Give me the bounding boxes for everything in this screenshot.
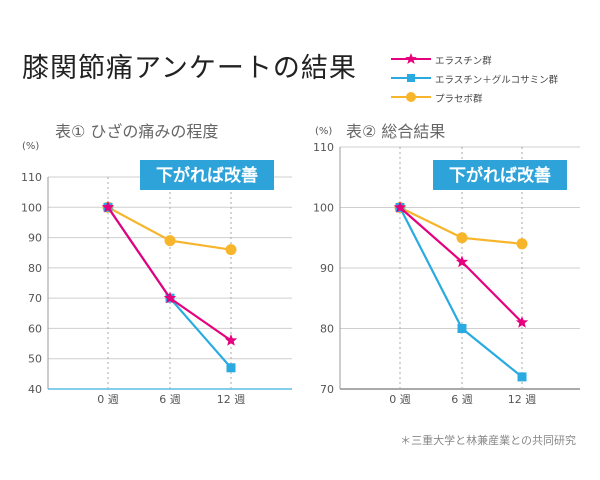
data-point [224, 334, 238, 346]
data-point [516, 238, 528, 250]
y-tick-label: 70 [28, 292, 42, 305]
data-point [456, 232, 468, 244]
y-tick-label: 80 [320, 323, 334, 336]
data-point [226, 363, 236, 373]
data-point [515, 315, 529, 328]
y-tick-label: 100 [21, 201, 42, 214]
y-tick-label: 40 [28, 383, 42, 396]
data-point [101, 200, 115, 213]
square-marker-icon [391, 74, 431, 82]
y-tick-label: 110 [21, 171, 42, 184]
improvement-banner-text: 下がれば改善 [156, 165, 258, 186]
x-tick-label: 0 週 [389, 393, 411, 406]
data-point [164, 235, 176, 247]
legend-label: プラセボ群 [435, 94, 483, 105]
x-tick-label: 6 週 [451, 393, 473, 406]
data-point [225, 244, 237, 256]
legend: エラスチン群 エラスチン＋グルコサミン群 プラセボ群 [391, 50, 596, 107]
legend-item-placebo: プラセボ群 [391, 88, 596, 107]
improvement-banner [433, 160, 567, 190]
data-point [393, 201, 407, 213]
data-point [457, 324, 467, 333]
legend-label: エラスチン群 [435, 56, 492, 67]
x-tick-label: 0 週 [97, 393, 119, 406]
y-tick-label: 70 [320, 383, 334, 396]
improvement-banner [140, 160, 274, 190]
legend-item-elastin: エラスチン群 [391, 50, 596, 69]
x-tick-label: 12 週 [217, 393, 246, 406]
y-tick-label: 60 [28, 322, 42, 335]
data-point [517, 372, 527, 382]
chart-title: 表① ひざの痛みの程度 [55, 122, 218, 141]
chart-title: 表② 総合結果 [346, 122, 445, 141]
x-tick-label: 12 週 [508, 393, 537, 406]
data-point [163, 291, 177, 304]
chart-panel-2: 表② 総合結果 (%) 70 80 90 100 110 0 週 6 週 12 週 下がれば改善 [313, 122, 580, 406]
improvement-banner-text: 下がれば改善 [449, 165, 551, 186]
y-axis-unit: (%) [315, 126, 332, 137]
page-title: 膝関節痛アンケートの結果 [22, 53, 357, 84]
y-tick-label: 50 [28, 353, 42, 366]
y-tick-label: 90 [320, 262, 334, 275]
legend-label: エラスチン＋グルコサミン群 [435, 75, 559, 86]
y-tick-label: 110 [313, 141, 334, 154]
star-marker-icon [391, 53, 431, 64]
chart-panel-1: 表① ひざの痛みの程度 (%) 40 50 60 70 80 90 100 110 0 週 6 週 12… [21, 122, 292, 406]
footnote: ＊三重大学と林兼産業との共同研究 [400, 434, 576, 447]
y-axis-unit: (%) [22, 141, 39, 152]
circle-marker-icon [391, 92, 431, 102]
y-tick-label: 80 [28, 262, 42, 275]
data-point [455, 255, 469, 268]
legend-item-elastin-glucosamine: エラスチン＋グルコサミン群 [391, 69, 596, 88]
y-tick-label: 90 [28, 232, 42, 245]
y-tick-label: 100 [313, 202, 334, 215]
x-tick-label: 6 週 [159, 393, 181, 406]
